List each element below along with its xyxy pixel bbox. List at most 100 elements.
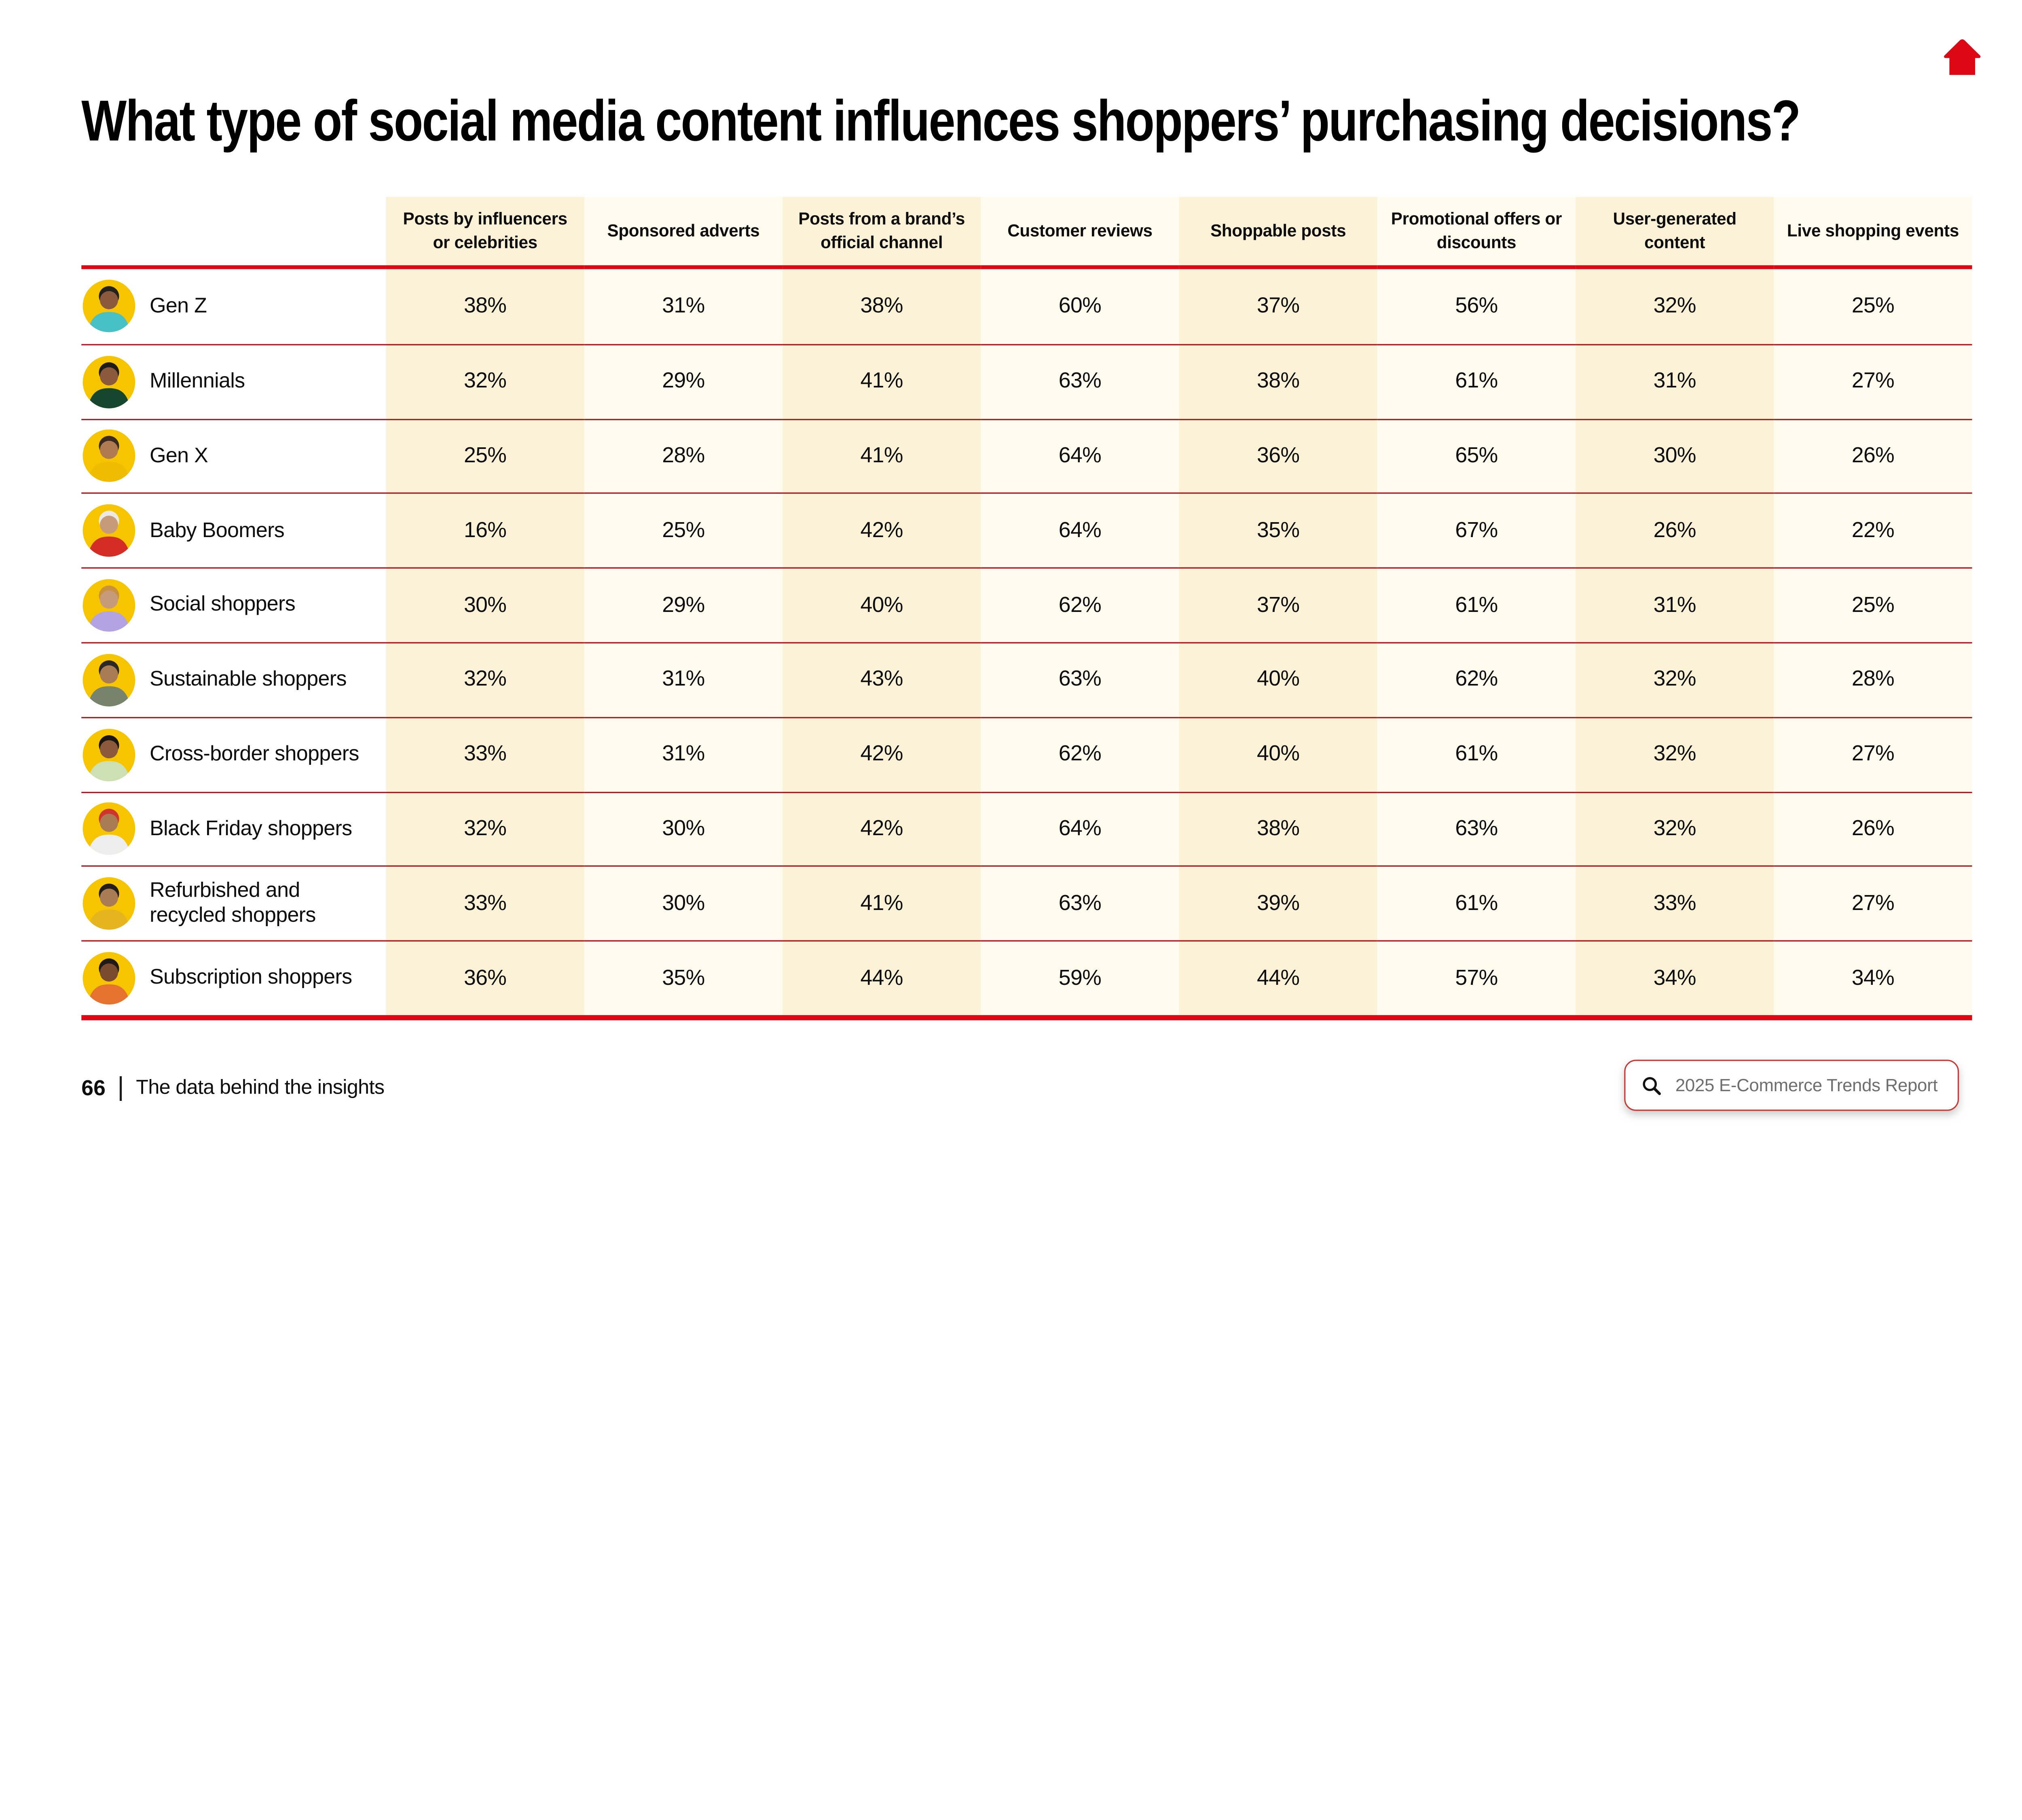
value-cell: 26% [1774,418,1972,493]
value-cell: 31% [584,642,783,717]
value-cell: 44% [783,940,981,1015]
value-cell: 26% [1576,493,1774,568]
value-cell: 28% [1774,642,1972,717]
value-cell: 35% [1179,493,1377,568]
avatar-refurbished-recycled-shoppers [82,877,135,930]
avatar-gen-z [82,280,135,333]
avatar-black-friday-shoppers [82,803,135,856]
row-label-cell: Sustainable shoppers [81,642,386,717]
avatar-baby-boomers [82,504,135,557]
page-title: What type of social media content influe… [81,89,1801,154]
search-bar[interactable]: 2025 E-Commerce Trends Report [1624,1060,1959,1111]
value-cell: 59% [981,940,1179,1015]
value-cell: 34% [1774,940,1972,1015]
value-cell: 28% [584,418,783,493]
value-cell: 25% [386,418,584,493]
value-cell: 62% [981,567,1179,642]
content-table: Posts by influencers or celebrities Spons… [81,197,1972,1020]
value-cell: 36% [1179,418,1377,493]
row-label: Sustainable shoppers [150,669,347,691]
value-cell: 38% [1179,791,1377,866]
value-cell: 32% [1576,642,1774,717]
column-header: Customer reviews [981,197,1179,269]
value-cell: 31% [584,717,783,791]
value-cell: 60% [981,269,1179,344]
row-label: Millennials [150,370,245,393]
column-header: User-generated content [1576,197,1774,269]
value-cell: 63% [981,642,1179,717]
value-cell: 61% [1377,343,1576,419]
value-cell: 31% [1576,567,1774,642]
value-cell: 42% [783,493,981,568]
value-cell: 64% [981,418,1179,493]
value-cell: 25% [1774,567,1972,642]
value-cell: 30% [386,567,584,642]
value-cell: 25% [584,493,783,568]
value-cell: 33% [1576,866,1774,941]
value-cell: 27% [1774,717,1972,791]
value-cell: 56% [1377,269,1576,344]
value-cell: 27% [1774,866,1972,941]
column-header: Sponsored adverts [584,197,783,269]
value-cell: 32% [386,343,584,419]
value-cell: 42% [783,791,981,866]
row-label: Black Friday shoppers [150,818,352,840]
column-header-empty [81,197,386,269]
home-button[interactable] [1939,34,1985,80]
avatar-sustainable-shoppers [82,654,135,707]
value-cell: 61% [1377,567,1576,642]
row-label-cell: Subscription shoppers [81,940,386,1015]
page-footer: 66 | The data behind the insights [81,1071,385,1105]
value-cell: 16% [386,493,584,568]
value-cell: 61% [1377,866,1576,941]
value-cell: 38% [386,269,584,344]
row-label-cell: Millennials [81,343,386,419]
footer-divider: | [117,1072,125,1101]
home-icon [1944,39,1981,75]
column-header: Promotional offers or discounts [1377,197,1576,269]
value-cell: 62% [1377,642,1576,717]
value-cell: 25% [1774,269,1972,344]
value-cell: 22% [1774,493,1972,568]
footer-label: The data behind the insights [136,1077,385,1099]
avatar-subscription-shoppers [82,952,135,1005]
value-cell: 31% [584,269,783,344]
value-cell: 39% [1179,866,1377,941]
value-cell: 41% [783,418,981,493]
page-number: 66 [81,1076,106,1100]
value-cell: 26% [1774,791,1972,866]
value-cell: 27% [1774,343,1972,419]
value-cell: 32% [1576,717,1774,791]
column-header: Posts by influencers or celebrities [386,197,584,269]
value-cell: 40% [1179,642,1377,717]
value-cell: 67% [1377,493,1576,568]
value-cell: 36% [386,940,584,1015]
value-cell: 38% [1179,343,1377,419]
value-cell: 32% [1576,269,1774,344]
row-label-cell: Gen X [81,418,386,493]
value-cell: 29% [584,343,783,419]
value-cell: 43% [783,642,981,717]
value-cell: 32% [386,791,584,866]
value-cell: 31% [1576,343,1774,419]
value-cell: 62% [981,717,1179,791]
row-label-cell: Social shoppers [81,567,386,642]
value-cell: 63% [981,343,1179,419]
value-cell: 35% [584,940,783,1015]
row-label-cell: Gen Z [81,269,386,344]
avatar-gen-x [82,430,135,483]
value-cell: 41% [783,866,981,941]
value-cell: 37% [1179,567,1377,642]
row-label: Baby Boomers [150,519,285,542]
value-cell: 65% [1377,418,1576,493]
value-cell: 63% [1377,791,1576,866]
value-cell: 30% [1576,418,1774,493]
value-cell: 33% [386,717,584,791]
row-label-cell: Refurbished and recycled shoppers [81,866,386,941]
row-label: Gen Z [150,295,207,318]
value-cell: 30% [584,791,783,866]
column-header: Live shopping events [1774,197,1972,269]
row-label: Cross-border shoppers [150,743,359,766]
avatar-millennials [82,355,135,408]
value-cell: 29% [584,567,783,642]
